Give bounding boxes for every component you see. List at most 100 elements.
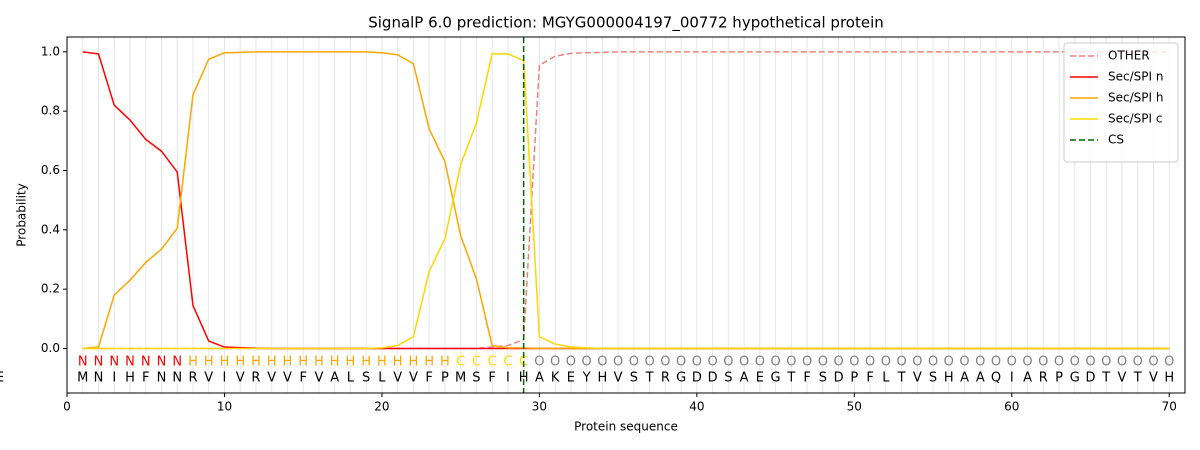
residue: R xyxy=(661,371,670,386)
legend-label: OTHER xyxy=(1108,49,1150,63)
residue: I xyxy=(223,371,227,386)
residue: F xyxy=(299,371,306,386)
residue: V xyxy=(393,371,402,386)
residue-label: N xyxy=(172,354,182,369)
residue: E xyxy=(756,371,764,386)
legend-box xyxy=(1063,42,1179,163)
residue: P xyxy=(1055,371,1063,386)
residue: V xyxy=(409,371,418,386)
residue: A xyxy=(1023,371,1032,386)
x-tick-label: 40 xyxy=(689,400,704,414)
x-axis-label: Protein sequence xyxy=(574,420,678,434)
residue-label: O xyxy=(597,354,607,369)
residue-label: O xyxy=(582,354,592,369)
residue-label: O xyxy=(1085,354,1095,369)
residue: H xyxy=(944,371,954,386)
y-tick-label: 0.0 xyxy=(41,341,60,355)
residue-label: O xyxy=(944,354,954,369)
residue: V xyxy=(614,371,623,386)
residue-label: O xyxy=(912,354,922,369)
y-tick-label: 1.0 xyxy=(41,44,60,58)
residue-label: O xyxy=(991,354,1001,369)
residue-label: O xyxy=(1038,354,1048,369)
residue: S xyxy=(472,371,480,386)
series-line xyxy=(82,51,1170,350)
residue-label: N xyxy=(125,354,135,369)
residue-label: C xyxy=(488,354,497,369)
residue-label: H xyxy=(346,354,356,369)
residue: R xyxy=(188,371,197,386)
residue: I xyxy=(112,371,116,386)
residue-label: H xyxy=(440,354,450,369)
residue-label: O xyxy=(833,354,843,369)
residue: G xyxy=(676,371,686,386)
residue: N xyxy=(94,371,104,386)
residue-label: O xyxy=(660,354,670,369)
residue-label: O xyxy=(975,354,985,369)
residue: A xyxy=(330,371,339,386)
residue: V xyxy=(314,371,323,386)
residue-label: O xyxy=(959,354,969,369)
series-line xyxy=(82,51,1170,350)
residue: S xyxy=(362,371,370,386)
residue: V xyxy=(283,371,292,386)
x-tick-label: 30 xyxy=(532,400,547,414)
residue: Y xyxy=(582,371,591,386)
residue: F xyxy=(866,371,873,386)
residue: I xyxy=(506,371,510,386)
residue-label: O xyxy=(928,354,938,369)
x-tick-label: 50 xyxy=(847,400,862,414)
residue-label: O xyxy=(534,354,544,369)
chart-title: SignalP 6.0 prediction: MGYG000004197_00… xyxy=(368,14,884,33)
residue: E xyxy=(567,371,575,386)
residue-label: H xyxy=(424,354,434,369)
residue-label: O xyxy=(865,354,875,369)
residue-label: O xyxy=(1070,354,1080,369)
residue-label: H xyxy=(361,354,371,369)
residue: T xyxy=(1133,371,1142,386)
residue: T xyxy=(897,371,906,386)
residue: P xyxy=(441,371,449,386)
residue: G xyxy=(1070,371,1080,386)
residue-label: O xyxy=(707,354,717,369)
residue-label: H xyxy=(330,354,340,369)
residue-label: O xyxy=(692,354,702,369)
residue-label: O xyxy=(1164,354,1174,369)
residue-label: O xyxy=(1101,354,1111,369)
residue-label: H xyxy=(409,354,419,369)
residue-label: O xyxy=(1133,354,1143,369)
residue-label: O xyxy=(802,354,812,369)
residue: N xyxy=(172,371,182,386)
x-tick-label: 0 xyxy=(63,400,71,414)
residue-label: O xyxy=(818,354,828,369)
residue-label: N xyxy=(94,354,104,369)
residue-label: H xyxy=(235,354,245,369)
residue: F xyxy=(425,371,432,386)
residue-label: O xyxy=(613,354,623,369)
legend-label: Sec/SPI n xyxy=(1108,70,1163,84)
residue: A xyxy=(976,371,985,386)
residue-label: O xyxy=(566,354,576,369)
residue: V xyxy=(204,371,213,386)
residue-label: O xyxy=(1007,354,1017,369)
residue: L xyxy=(882,371,890,386)
residue: P xyxy=(850,371,858,386)
residue: D xyxy=(692,371,702,386)
residue-label: H xyxy=(204,354,214,369)
y-tick-label: 0.6 xyxy=(41,163,60,177)
residue: S xyxy=(819,371,827,386)
residue: V xyxy=(1149,371,1158,386)
residue-label: H xyxy=(267,354,277,369)
residue: H xyxy=(125,371,135,386)
legend-label: Sec/SPI c xyxy=(1108,112,1162,126)
residue-label: O xyxy=(770,354,780,369)
residue-label: O xyxy=(1054,354,1064,369)
residue-label: O xyxy=(896,354,906,369)
y-tick-label: 0.4 xyxy=(41,222,60,236)
series-line xyxy=(82,53,1170,350)
residue: L xyxy=(378,371,386,386)
residue-label: O xyxy=(676,354,686,369)
residue: V xyxy=(913,371,922,386)
residue: Q xyxy=(991,371,1001,386)
